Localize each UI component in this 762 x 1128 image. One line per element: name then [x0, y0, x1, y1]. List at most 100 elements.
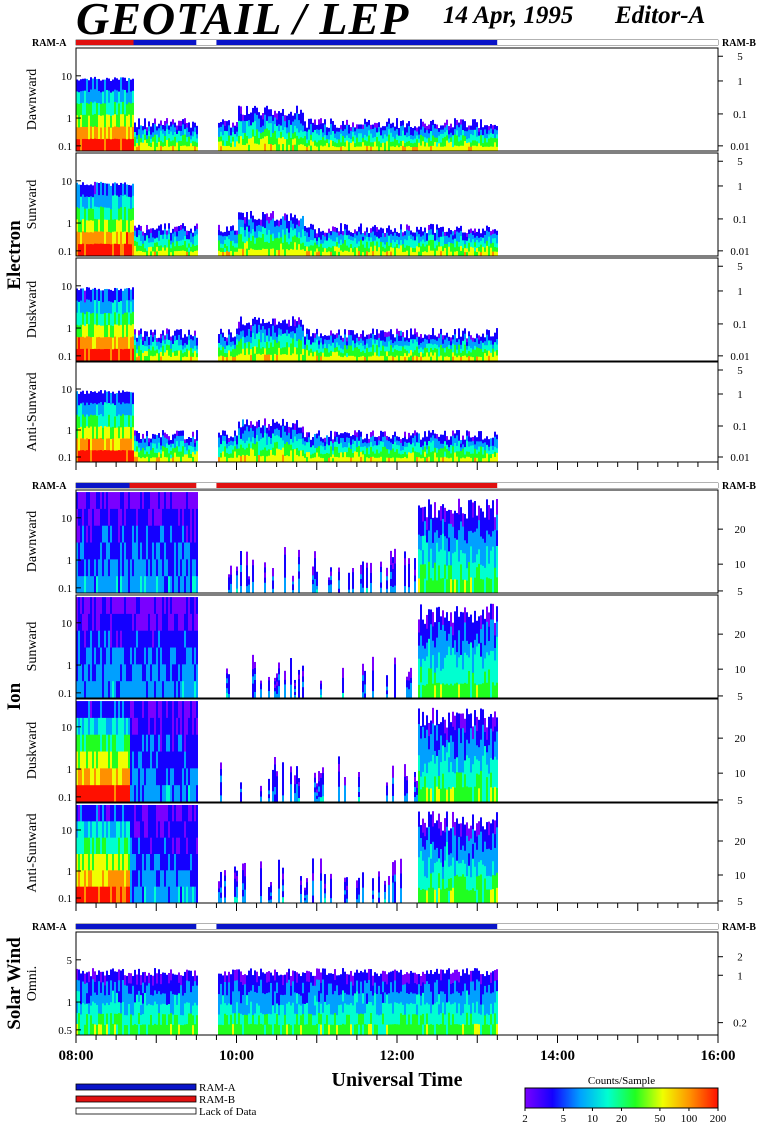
spectro-cell — [312, 146, 314, 152]
spectro-cell — [306, 147, 308, 152]
spectro-cell — [468, 451, 470, 458]
spectro-cell — [422, 126, 424, 132]
spectro-cell — [336, 446, 338, 453]
spectro-cell — [152, 337, 154, 343]
spectro-cell — [252, 229, 254, 237]
spectro-cell — [80, 415, 82, 428]
spectro-cell — [456, 226, 458, 233]
spectro-cell — [438, 232, 440, 238]
spectro-cell — [256, 243, 258, 251]
spectro-cell — [488, 251, 490, 257]
spectro-cell — [444, 456, 446, 463]
spectro-cell — [150, 458, 152, 463]
spectro-cell — [374, 146, 376, 152]
spectro-cell — [344, 137, 346, 143]
spectro-cell — [128, 403, 130, 416]
spectro-cell — [460, 356, 462, 362]
ram-segment-1-1 — [129, 483, 197, 488]
spectro-cell — [94, 231, 96, 245]
spectro-cell — [154, 123, 156, 130]
spectro-cell — [414, 430, 416, 437]
spectro-cell — [258, 317, 260, 326]
spectro-cell — [156, 126, 158, 131]
spectro-cell — [394, 246, 396, 252]
spectro-cell — [494, 251, 496, 257]
spectro-cell — [230, 332, 232, 338]
spectro-cell — [330, 441, 332, 447]
spectro-cell — [286, 441, 288, 450]
spectro-cell — [466, 349, 468, 354]
spectro-cell — [270, 455, 272, 463]
spectro-cell — [108, 102, 110, 116]
spectro-cell — [304, 348, 306, 354]
spectro-cell — [92, 427, 94, 440]
spectro-cell — [110, 232, 112, 245]
spectro-cell — [350, 232, 352, 237]
spectro-cell — [392, 136, 394, 143]
spectro-cell — [434, 447, 436, 454]
spectro-cell — [398, 131, 400, 137]
spectro-cell — [462, 236, 464, 241]
spectro-cell — [414, 333, 416, 340]
spectro-cell — [442, 457, 444, 463]
spectro-cell — [180, 456, 182, 463]
spectro-cell — [238, 219, 240, 228]
spectro-cell — [228, 350, 230, 357]
spectro-cell — [130, 337, 132, 350]
spectrogram-0-0 — [76, 76, 498, 152]
spectro-cell — [170, 236, 172, 242]
spectro-cell — [166, 230, 168, 236]
spectro-cell — [318, 237, 320, 243]
spectro-cell — [490, 247, 492, 253]
spectro-cell — [112, 79, 114, 92]
spectro-cell — [436, 137, 438, 143]
spectro-cell — [496, 138, 498, 144]
spectro-cell — [376, 246, 378, 252]
spectro-cell — [270, 241, 272, 250]
spectro-cell — [218, 356, 220, 362]
spectro-cell — [286, 342, 288, 350]
spectro-cell — [438, 227, 440, 234]
spectro-cell — [102, 219, 104, 233]
spectro-cell — [250, 125, 252, 133]
spectro-cell — [464, 339, 466, 346]
spectro-cell — [292, 145, 294, 152]
spectro-cell — [406, 350, 408, 357]
spectro-cell — [188, 136, 190, 142]
spectro-cell — [118, 450, 120, 463]
spectro-cell — [138, 335, 140, 342]
spectro-cell — [492, 453, 494, 459]
spectro-cell — [224, 125, 226, 132]
spectro-cell — [454, 447, 456, 453]
spectro-cell — [354, 440, 356, 447]
spectro-cell — [132, 427, 134, 440]
spectro-cell — [430, 339, 432, 345]
spectro-cell — [468, 436, 470, 443]
spectro-cell — [230, 135, 232, 140]
spectro-cell — [444, 356, 446, 362]
spectro-cell — [90, 391, 92, 404]
spectro-cell — [324, 352, 326, 358]
spectro-cell — [220, 334, 222, 341]
spectro-cell — [380, 139, 382, 144]
spectro-cell — [472, 353, 474, 358]
spectro-cell — [220, 251, 222, 257]
spectro-cell — [142, 348, 144, 354]
spectro-cell — [278, 244, 280, 251]
spectro-cell — [160, 140, 162, 147]
spectro-cell — [474, 342, 476, 347]
spectro-cell — [188, 436, 190, 442]
spectro-cell — [244, 424, 246, 432]
spectro-cell — [492, 344, 494, 350]
spectro-cell — [88, 80, 90, 93]
spectro-cell — [492, 238, 494, 244]
spectro-cell — [444, 136, 446, 143]
spectro-cell — [308, 355, 310, 362]
spectro-cell — [460, 344, 462, 350]
spectro-cell — [444, 343, 446, 349]
spectro-cell — [84, 102, 86, 116]
spectro-cell — [76, 426, 78, 439]
spectro-cell — [298, 456, 300, 463]
spectro-cell — [410, 453, 412, 459]
spectro-cell — [376, 350, 378, 357]
